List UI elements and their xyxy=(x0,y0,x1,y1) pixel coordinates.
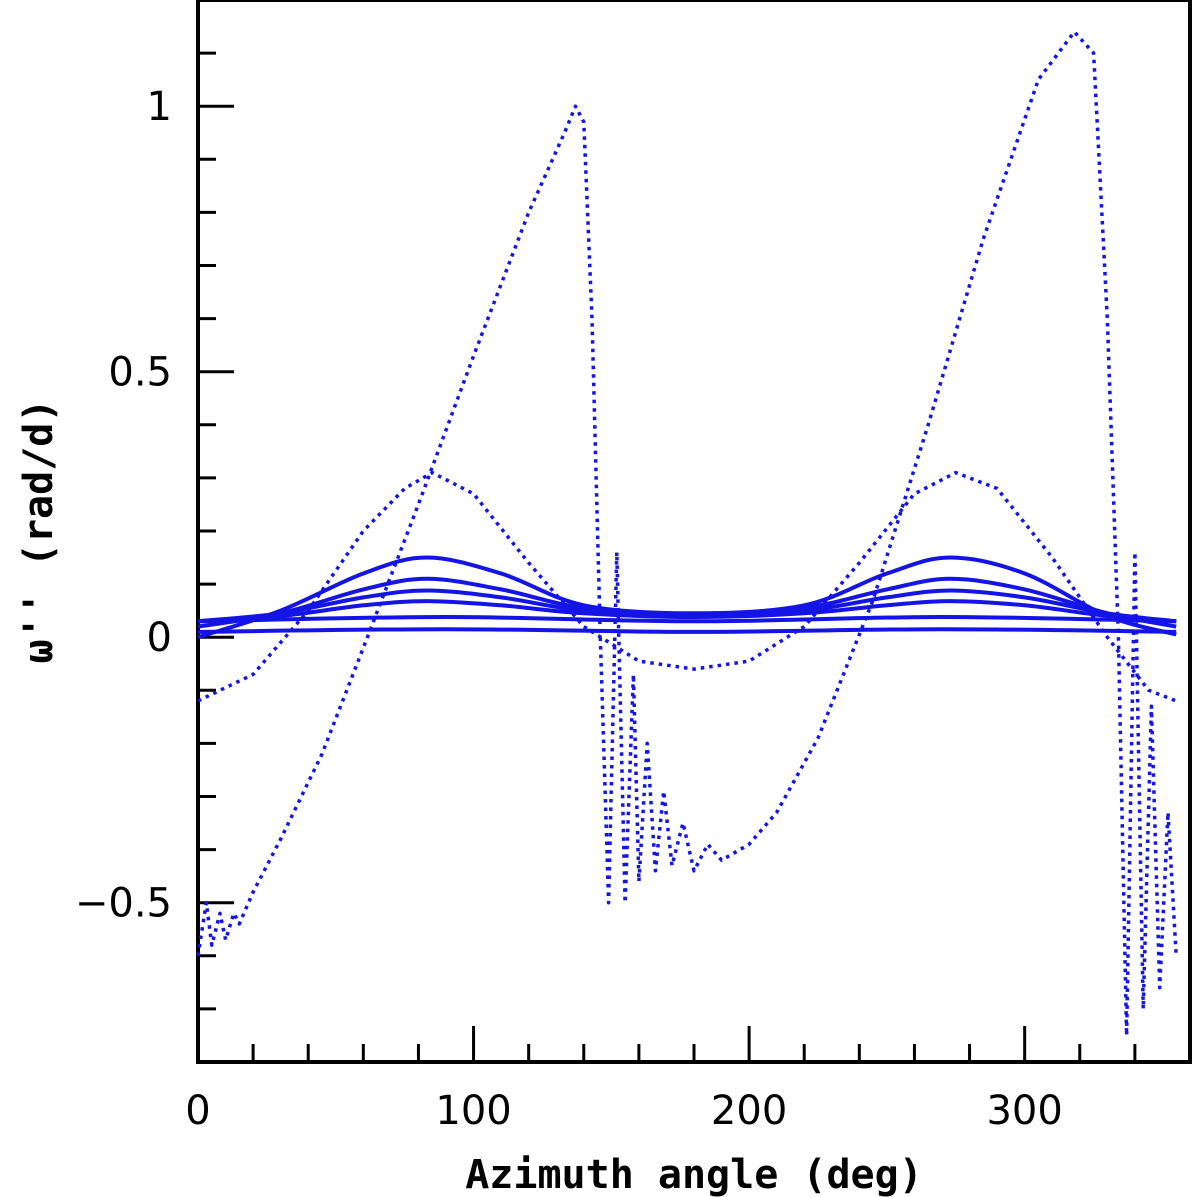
y-tick-label: −0.5 xyxy=(75,881,172,927)
x-tick-label: 0 xyxy=(185,1088,210,1134)
y-tick-label: 0.5 xyxy=(108,350,172,396)
series-line-solid-6 xyxy=(197,627,1177,634)
tick-labels: 0 100 200 300 −0.5 0 0.5 1 xyxy=(75,84,1063,1134)
x-tick-label: 100 xyxy=(435,1088,511,1134)
x-tick-label: 300 xyxy=(986,1088,1062,1134)
y-tick-label: 0 xyxy=(147,615,172,661)
series-line-dotted-1 xyxy=(197,470,1177,703)
x-tick-label: 200 xyxy=(711,1088,787,1134)
x-axis-title: Azimuth angle (deg) xyxy=(465,1152,923,1197)
y-axis-title: ω'' (rad/d) xyxy=(16,399,62,664)
series-line-solid-5 xyxy=(197,615,1177,624)
series-layer xyxy=(196,30,1178,1038)
axis-ticks xyxy=(198,51,1137,1062)
series-line-solid-4 xyxy=(197,599,1177,624)
series-line-dotted-2 xyxy=(196,30,1178,1038)
y-tick-label: 1 xyxy=(147,84,172,130)
plot-frame xyxy=(196,0,1192,1064)
series-line-solid-1 xyxy=(197,555,1177,640)
